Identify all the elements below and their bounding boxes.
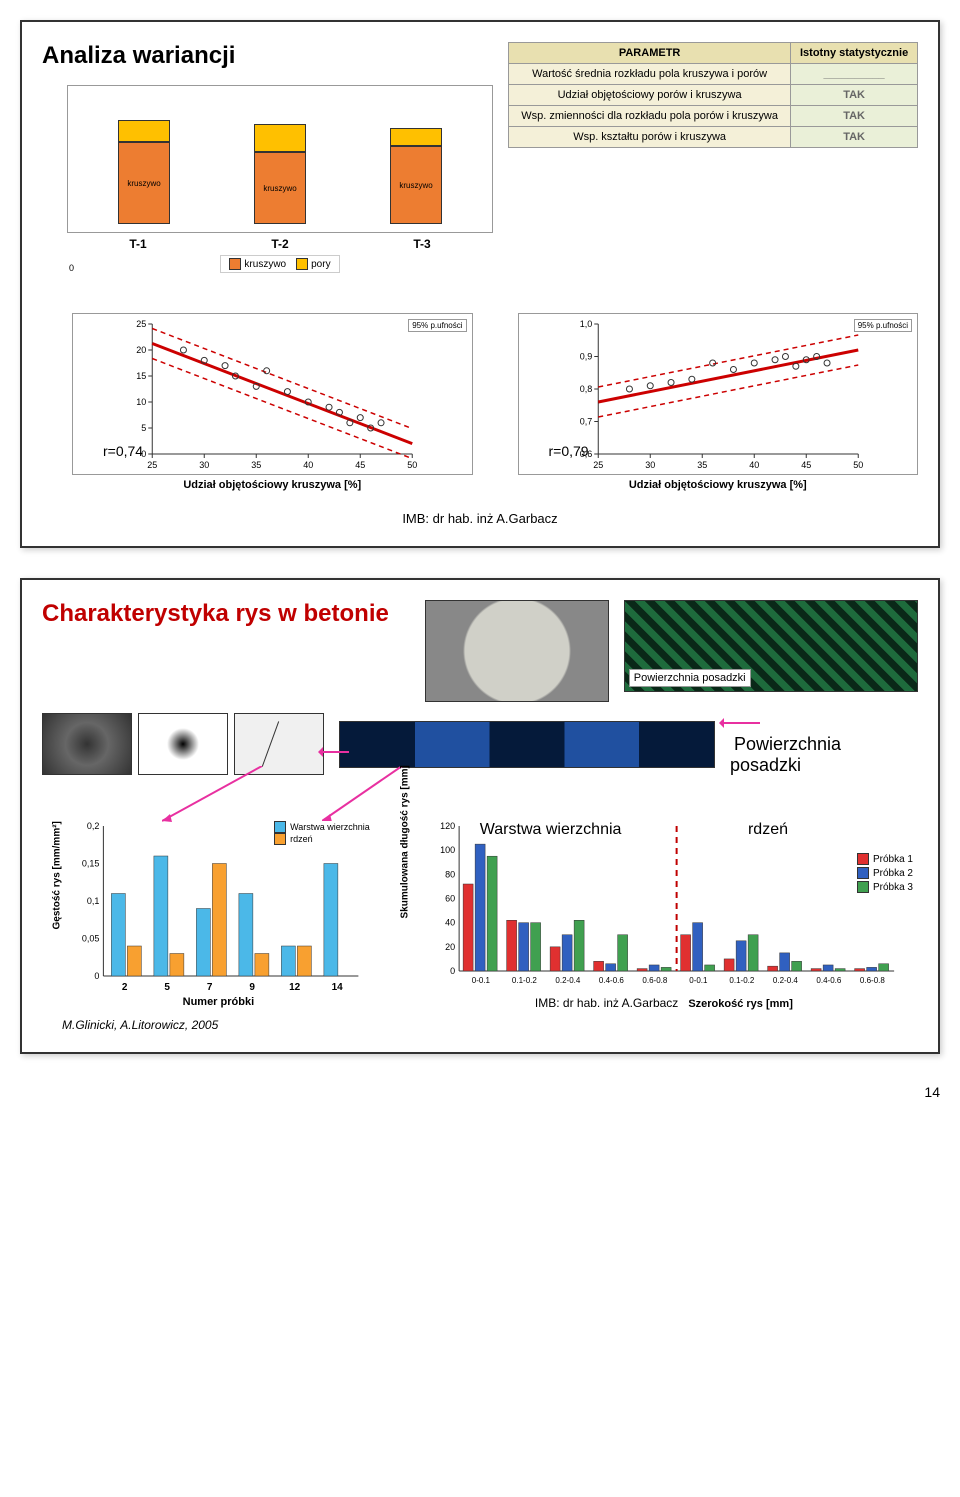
param-table: PARAMETR Istotny statystycznie Wartość ś… <box>508 42 918 148</box>
bar-legend: kruszywo pory <box>220 255 339 273</box>
svg-text:0: 0 <box>450 966 455 976</box>
svg-text:25: 25 <box>593 460 603 470</box>
svg-text:30: 30 <box>199 460 209 470</box>
scatter-left: 95% p.ufności 2530354045500510152025 r=0… <box>72 313 473 475</box>
chart-right-y-label: Skumulowana długość rys [mm] <box>399 765 410 918</box>
svg-text:0.2-0.4: 0.2-0.4 <box>773 976 798 985</box>
svg-text:15: 15 <box>136 371 146 381</box>
svg-text:5: 5 <box>164 982 170 993</box>
bar-x-labels: T-1 T-2 T-3 <box>67 237 493 251</box>
region-1: Warstwa wierzchnia <box>480 821 622 839</box>
svg-text:0.4-0.6: 0.4-0.6 <box>599 976 624 985</box>
svg-text:0,9: 0,9 <box>579 352 592 362</box>
slide1-title: Analiza wariancji <box>42 42 493 70</box>
slide1-credit: IMB: dr hab. inż A.Garbacz <box>42 511 918 526</box>
svg-text:35: 35 <box>251 460 261 470</box>
scatter2-r: r=0,79 <box>549 443 589 459</box>
svg-text:0.6-0.8: 0.6-0.8 <box>642 976 667 985</box>
thumb-circle <box>425 600 609 702</box>
svg-text:40: 40 <box>445 918 455 928</box>
svg-text:0,7: 0,7 <box>579 417 592 427</box>
slide-1: Analiza wariancji udział obj. [%] 60 40 … <box>20 20 940 548</box>
chart-right-legend: Próbka 1 Próbka 2 Próbka 3 <box>857 851 913 895</box>
chart-right-x-label: Szerokość rys [mm] <box>688 998 793 1010</box>
svg-text:100: 100 <box>440 845 455 855</box>
svg-text:45: 45 <box>801 460 811 470</box>
svg-text:0-0.1: 0-0.1 <box>689 976 708 985</box>
svg-text:40: 40 <box>303 460 313 470</box>
svg-text:0,2: 0,2 <box>87 821 100 831</box>
chart-left-legend: Warstwa wierzchnia rdzeń <box>274 821 370 845</box>
svg-text:5: 5 <box>141 423 146 433</box>
svg-text:45: 45 <box>355 460 365 470</box>
svg-text:14: 14 <box>332 982 344 993</box>
svg-text:0.1-0.2: 0.1-0.2 <box>512 976 537 985</box>
svg-text:30: 30 <box>645 460 655 470</box>
svg-text:0.2-0.4: 0.2-0.4 <box>555 976 580 985</box>
thumb-blue <box>339 721 715 768</box>
svg-text:60: 60 <box>445 894 455 904</box>
svg-text:0,1: 0,1 <box>87 896 100 906</box>
scatter1-x-label: Udział objętościowy kruszywa [%] <box>72 479 473 491</box>
slide2-ref: M.Glinicki, A.Litorowicz, 2005 <box>62 1018 375 1032</box>
svg-text:7: 7 <box>207 982 213 993</box>
thumb-crack1 <box>42 713 132 775</box>
svg-text:50: 50 <box>407 460 417 470</box>
svg-text:0.6-0.8: 0.6-0.8 <box>860 976 885 985</box>
svg-text:25: 25 <box>136 319 146 329</box>
chart-left: Warstwa wierzchnia rdzeń 0 0,05 0,1 0,15 0,2… <box>62 816 375 996</box>
chart-right: Warstwa wierzchnia rdzeń Próbka 1 Próbka… <box>410 816 918 996</box>
surface-label-big: Powierzchnia posadzki <box>730 732 841 777</box>
svg-text:120: 120 <box>440 821 455 831</box>
chart-left-y-label: Gęstość rys [mm/mm²] <box>52 821 63 929</box>
svg-text:50: 50 <box>853 460 863 470</box>
svg-text:0,15: 0,15 <box>82 859 100 869</box>
svg-text:12: 12 <box>289 982 301 993</box>
stacked-bar-chart: kruszywokruszywokruszywo <box>67 85 493 233</box>
svg-text:0,05: 0,05 <box>82 934 100 944</box>
svg-text:0: 0 <box>94 971 99 981</box>
svg-text:2: 2 <box>122 982 128 993</box>
slide-2: Charakterystyka rys w betonie Powierzchn… <box>20 578 940 1054</box>
svg-text:0,8: 0,8 <box>579 384 592 394</box>
chart-left-x-label: Numer próbki <box>62 996 375 1008</box>
svg-text:40: 40 <box>749 460 759 470</box>
svg-text:20: 20 <box>136 345 146 355</box>
svg-text:10: 10 <box>136 397 146 407</box>
page-number: 14 <box>20 1084 940 1100</box>
svg-text:35: 35 <box>697 460 707 470</box>
svg-text:25: 25 <box>147 460 157 470</box>
surface-label-small: Powierzchnia posadzki <box>629 669 751 687</box>
slide2-credit: IMB: dr hab. inż A.Garbacz <box>535 996 678 1010</box>
scatter2-x-label: Udział objętościowy kruszywa [%] <box>518 479 919 491</box>
svg-text:0-0.1: 0-0.1 <box>472 976 491 985</box>
region-2: rdzeń <box>748 821 788 839</box>
slide2-title: Charakterystyka rys w betonie <box>42 600 410 628</box>
svg-text:20: 20 <box>445 942 455 952</box>
svg-text:1,0: 1,0 <box>579 319 592 329</box>
svg-text:9: 9 <box>249 982 255 993</box>
arrow-right <box>720 722 760 724</box>
svg-text:80: 80 <box>445 869 455 879</box>
scatter-right: 95% p.ufności 2530354045500,60,70,80,91,… <box>518 313 919 475</box>
scatter1-r: r=0,74 <box>103 443 143 459</box>
svg-text:0.1-0.2: 0.1-0.2 <box>729 976 754 985</box>
svg-text:0.4-0.6: 0.4-0.6 <box>816 976 841 985</box>
arrow-left <box>319 751 349 753</box>
